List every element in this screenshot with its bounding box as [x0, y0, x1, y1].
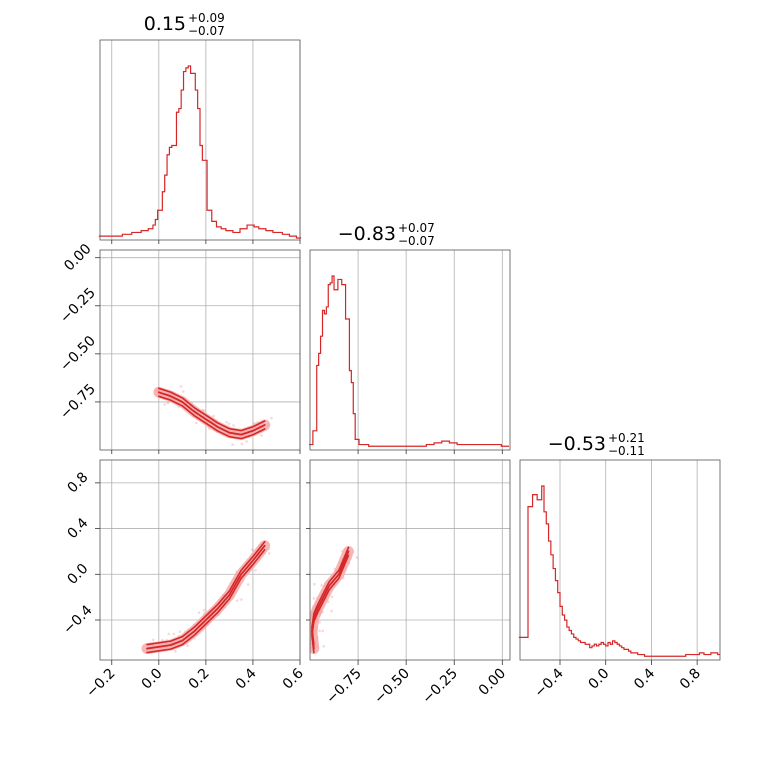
- sample-point: [251, 548, 254, 552]
- pair-frame-2: [309, 459, 511, 661]
- sample-point: [318, 629, 321, 633]
- xtick-label-0-1: 0.0: [139, 666, 166, 693]
- sample-point: [178, 630, 182, 633]
- panel-titles: 0.15 +0.09−0.07−0.83 +0.07−0.07−0.53 +0.21−…: [144, 11, 645, 458]
- histogram-1: [309, 275, 510, 447]
- pair-frame-1: [99, 459, 301, 661]
- hist-frame-2: [519, 459, 721, 661]
- sample-point: [212, 414, 215, 418]
- sample-point: [166, 401, 170, 405]
- hist-frame-1: [309, 249, 511, 451]
- sample-point: [322, 645, 326, 648]
- title-median-2: −0.53: [548, 433, 606, 455]
- sample-point: [303, 616, 306, 619]
- xtick-label-0-0: −0.2: [83, 666, 118, 701]
- ytick-label-1-2: −0.25: [57, 285, 99, 327]
- sample-point: [197, 611, 201, 614]
- xtick-label-2-0: −0.4: [531, 665, 566, 700]
- contour-outer-1: [146, 540, 266, 646]
- sample-point: [321, 629, 325, 633]
- sample-point: [307, 634, 310, 637]
- sample-point: [202, 608, 206, 612]
- sample-point: [240, 442, 244, 446]
- sample-point: [225, 420, 228, 424]
- ytick-label-1-0: −0.75: [57, 381, 99, 423]
- xtick-label-2-2: 0.4: [631, 665, 658, 692]
- sample-point: [179, 385, 183, 388]
- pair-group-1: [141, 540, 271, 655]
- sample-point: [174, 650, 177, 653]
- sample-point: [240, 598, 243, 601]
- xtick-label-1-2: −0.25: [419, 666, 461, 708]
- sample-point: [312, 597, 316, 600]
- xtick-label-2-3: 0.8: [677, 666, 704, 693]
- sample-point: [355, 556, 359, 559]
- histogram-2: [518, 485, 720, 657]
- sample-point: [270, 416, 273, 420]
- data-layer: [98, 65, 720, 657]
- contour-inner-0: [157, 391, 266, 436]
- sample-point: [232, 424, 235, 427]
- ytick-label-2-2: 0.4: [64, 515, 91, 542]
- contour-outer-b-0: [158, 395, 266, 440]
- title-minus-0: −0.07: [188, 24, 225, 38]
- contour-inner-2: [311, 550, 350, 650]
- sample-point: [260, 434, 263, 437]
- pair-group-2: [301, 545, 359, 655]
- title-plus-0: +0.09: [188, 11, 225, 25]
- sample-point: [163, 403, 166, 406]
- sample-point: [186, 644, 189, 648]
- sample-point: [245, 440, 248, 443]
- ytick-label-2-0: −0.4: [60, 602, 95, 637]
- sample-point: [330, 609, 333, 613]
- sample-point: [246, 583, 250, 586]
- xtick-label-0-4: 0.6: [280, 665, 307, 692]
- title-plus-1: +0.07: [398, 221, 435, 235]
- sample-point: [151, 638, 155, 642]
- sample-point: [235, 599, 239, 603]
- xtick-label-0-3: 0.4: [233, 665, 260, 692]
- histogram-0: [98, 65, 302, 239]
- sample-point: [320, 584, 323, 587]
- grid-layer: [100, 40, 698, 660]
- xtick-label-1-0: −0.75: [323, 666, 365, 708]
- title-median-1: −0.83: [338, 223, 396, 245]
- xtick-label-2-1: 0.0: [585, 666, 612, 693]
- xtick-label-1-3: 0.00: [476, 666, 509, 699]
- title-plus-2: +0.21: [608, 431, 645, 445]
- sample-point: [182, 390, 185, 393]
- sample-point: [167, 632, 171, 636]
- title-minus-2: −0.11: [608, 444, 645, 458]
- ytick-label-1-1: −0.50: [57, 333, 99, 375]
- title-median-0: 0.15: [144, 13, 186, 35]
- hist-frame-0: [99, 39, 301, 241]
- sample-point: [330, 595, 334, 599]
- title-minus-1: −0.07: [398, 234, 435, 248]
- xtick-label-1-1: −0.50: [371, 666, 413, 708]
- contour-outer-b-1: [146, 548, 266, 654]
- sample-point: [318, 621, 321, 624]
- axes-frames: [99, 39, 721, 661]
- pair-group-0: [153, 385, 273, 446]
- xtick-label-0-2: 0.2: [186, 666, 213, 693]
- sample-point: [195, 421, 198, 425]
- sample-point: [306, 605, 309, 608]
- contour-outer-0: [158, 387, 266, 432]
- ytick-label-2-3: 0.8: [64, 469, 91, 496]
- ytick-label-1-3: 0.00: [61, 241, 94, 274]
- sample-point: [301, 622, 304, 625]
- sample-point: [313, 582, 316, 586]
- sample-point: [267, 552, 271, 555]
- ytick-label-2-1: 0.0: [64, 561, 91, 588]
- sample-point: [231, 443, 234, 446]
- sample-point: [172, 632, 176, 636]
- sample-point: [227, 422, 231, 426]
- pair-frame-0: [99, 249, 301, 451]
- contour-inner-1: [146, 544, 266, 650]
- sample-point: [254, 568, 257, 572]
- tick-labels: −0.2 0.0 0.2 0.4 0.6 −0.75 −0.50 −0.25 0.00 −0.4 0…: [57, 240, 704, 707]
